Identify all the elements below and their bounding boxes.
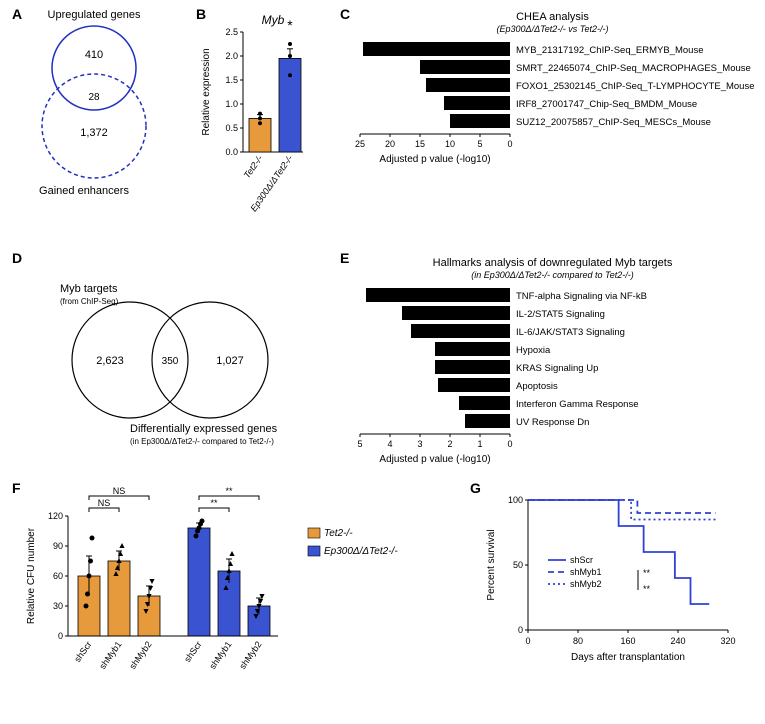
svg-text:Tet2-/-: Tet2-/- — [324, 528, 353, 539]
d-left-label: Myb targets — [60, 283, 118, 295]
panel-a-label: A — [12, 6, 22, 22]
svg-text:Relative CFU number: Relative CFU number — [26, 527, 37, 624]
svg-text:**: ** — [225, 486, 233, 496]
svg-text:0: 0 — [518, 625, 523, 635]
a-top-val: 410 — [85, 49, 103, 61]
svg-text:**: ** — [210, 498, 218, 508]
svg-text:shScr: shScr — [72, 639, 93, 664]
svg-text:NS: NS — [113, 486, 126, 496]
svg-text:1.5: 1.5 — [225, 75, 238, 85]
svg-text:Myb: Myb — [262, 13, 285, 27]
svg-text:100: 100 — [508, 495, 523, 505]
svg-text:0: 0 — [58, 631, 63, 641]
svg-text:Apoptosis: Apoptosis — [516, 381, 558, 392]
svg-text:1.0: 1.0 — [225, 99, 238, 109]
svg-text:shScr: shScr — [570, 555, 593, 565]
svg-text:Adjusted p value (-log10): Adjusted p value (-log10) — [379, 454, 490, 465]
svg-text:Days after transplantation: Days after transplantation — [571, 652, 685, 663]
panel-e-label: E — [340, 250, 349, 266]
svg-text:5: 5 — [477, 139, 482, 149]
svg-text:KRAS Signaling Up: KRAS Signaling Up — [516, 363, 598, 374]
d-right-label: Differentially expressed genes — [130, 423, 278, 435]
svg-text:2: 2 — [447, 439, 452, 449]
svg-text:shMyb1: shMyb1 — [207, 639, 233, 671]
svg-text:shMyb2: shMyb2 — [127, 639, 153, 671]
panel-b: Myb Relative expression 0.0 0.5 1.0 1.5 2.0 2.5… — [195, 12, 325, 232]
svg-text:60: 60 — [53, 571, 63, 581]
d-left-val: 2,623 — [96, 355, 124, 367]
svg-text:UV Response Dn: UV Response Dn — [516, 417, 589, 428]
svg-text:IRF8_27001747_Chip-Seq_BMDM_Mo: IRF8_27001747_Chip-Seq_BMDM_Mouse — [516, 99, 697, 110]
panel-c: CHEA analysis(Ep300Δ/ΔTet2-/- vs Tet2-/-… — [350, 10, 755, 210]
d-left-sub: (from ChIP-Seq) — [60, 297, 119, 306]
svg-text:0: 0 — [507, 439, 512, 449]
svg-text:shScr: shScr — [182, 639, 203, 664]
svg-text:Ep300Δ/ΔTet2-/-: Ep300Δ/ΔTet2-/- — [324, 546, 398, 557]
svg-text:Tet2-/-: Tet2-/- — [242, 153, 265, 180]
a-top-label: Upregulated genes — [48, 9, 141, 21]
svg-text:10: 10 — [445, 139, 455, 149]
svg-text:25: 25 — [355, 139, 365, 149]
svg-text:240: 240 — [670, 636, 685, 646]
svg-text:30: 30 — [53, 601, 63, 611]
svg-text:0: 0 — [507, 139, 512, 149]
svg-text:2.0: 2.0 — [225, 51, 238, 61]
d-right-sub: (in Ep300Δ/ΔTet2-/- compared to Tet2-/-) — [130, 437, 274, 446]
panel-c-label: C — [340, 6, 350, 22]
svg-text:1: 1 — [477, 439, 482, 449]
svg-text:IL-6/JAK/STAT3 Signaling: IL-6/JAK/STAT3 Signaling — [516, 327, 625, 338]
svg-text:FOXO1_25302145_ChIP-Seq_T-LYMP: FOXO1_25302145_ChIP-Seq_T-LYMPHOCYTE_Mou… — [516, 81, 755, 92]
svg-text:**: ** — [643, 584, 651, 594]
svg-text:320: 320 — [720, 636, 735, 646]
d-ov-val: 350 — [162, 356, 179, 367]
a-ov-val: 28 — [88, 92, 100, 103]
svg-text:0.0: 0.0 — [225, 147, 238, 157]
svg-text:TNF-alpha Signaling via NF-kB: TNF-alpha Signaling via NF-kB — [516, 291, 647, 302]
svg-text:3: 3 — [417, 439, 422, 449]
panel-g: Percent survival 0 50 100 0 80 160 240 320 Days a… — [480, 490, 760, 710]
svg-text:SUZ12_20075857_ChIP-Seq_MESCs_: SUZ12_20075857_ChIP-Seq_MESCs_Mouse — [516, 117, 711, 128]
svg-text:Hypoxia: Hypoxia — [516, 345, 551, 356]
svg-text:SMRT_22465074_ChIP-Seq_MACROPH: SMRT_22465074_ChIP-Seq_MACROPHAGES_Mouse — [516, 63, 751, 74]
panel-f: Relative CFU number0306090120shScrshMyb1… — [20, 486, 460, 718]
panel-d: Myb targets (from ChIP-Seq) 2,623 350 1,… — [20, 260, 330, 450]
svg-text:120: 120 — [48, 511, 63, 521]
svg-text:shMyb2: shMyb2 — [570, 579, 602, 589]
svg-text:shMyb1: shMyb1 — [97, 639, 123, 671]
svg-text:IL-2/STAT5 Signaling: IL-2/STAT5 Signaling — [516, 309, 605, 320]
svg-text:20: 20 — [385, 139, 395, 149]
svg-text:0.5: 0.5 — [225, 123, 238, 133]
svg-text:80: 80 — [573, 636, 583, 646]
svg-text:(in Ep300Δ/ΔTet2-/- compared t: (in Ep300Δ/ΔTet2-/- compared to Tet2-/-) — [471, 270, 633, 280]
svg-text:4: 4 — [387, 439, 392, 449]
svg-text:Percent survival: Percent survival — [486, 529, 497, 600]
svg-text:NS: NS — [98, 498, 111, 508]
svg-text:CHEA analysis: CHEA analysis — [516, 11, 589, 23]
svg-text:50: 50 — [513, 560, 523, 570]
panel-e: Hallmarks analysis of downregulated Myb … — [350, 256, 755, 466]
d-right-val: 1,027 — [216, 355, 244, 367]
svg-text:90: 90 — [53, 541, 63, 551]
svg-text:15: 15 — [415, 139, 425, 149]
svg-text:Hallmarks analysis of downregu: Hallmarks analysis of downregulated Myb … — [433, 257, 673, 269]
a-bot-label: Gained enhancers — [39, 185, 129, 196]
svg-text:shMyb1: shMyb1 — [570, 567, 602, 577]
svg-text:MYB_21317192_ChIP-Seq_ERMYB_Mo: MYB_21317192_ChIP-Seq_ERMYB_Mouse — [516, 45, 703, 56]
svg-text:5: 5 — [357, 439, 362, 449]
svg-text:Interferon Gamma Response: Interferon Gamma Response — [516, 399, 639, 410]
svg-text:2.5: 2.5 — [225, 27, 238, 37]
svg-text:0: 0 — [525, 636, 530, 646]
svg-text:*: * — [287, 17, 293, 33]
a-bot-val: 1,372 — [80, 127, 108, 139]
svg-text:Adjusted p value (-log10): Adjusted p value (-log10) — [379, 154, 490, 165]
svg-text:**: ** — [643, 568, 651, 578]
svg-text:160: 160 — [620, 636, 635, 646]
svg-text:Relative expression: Relative expression — [201, 48, 212, 135]
svg-text:(Ep300Δ/ΔTet2-/- vs Tet2-/-): (Ep300Δ/ΔTet2-/- vs Tet2-/-) — [497, 24, 609, 34]
svg-text:shMyb2: shMyb2 — [237, 639, 263, 671]
panel-a: Upregulated genes 410 28 1,372 Gained en… — [24, 6, 184, 196]
